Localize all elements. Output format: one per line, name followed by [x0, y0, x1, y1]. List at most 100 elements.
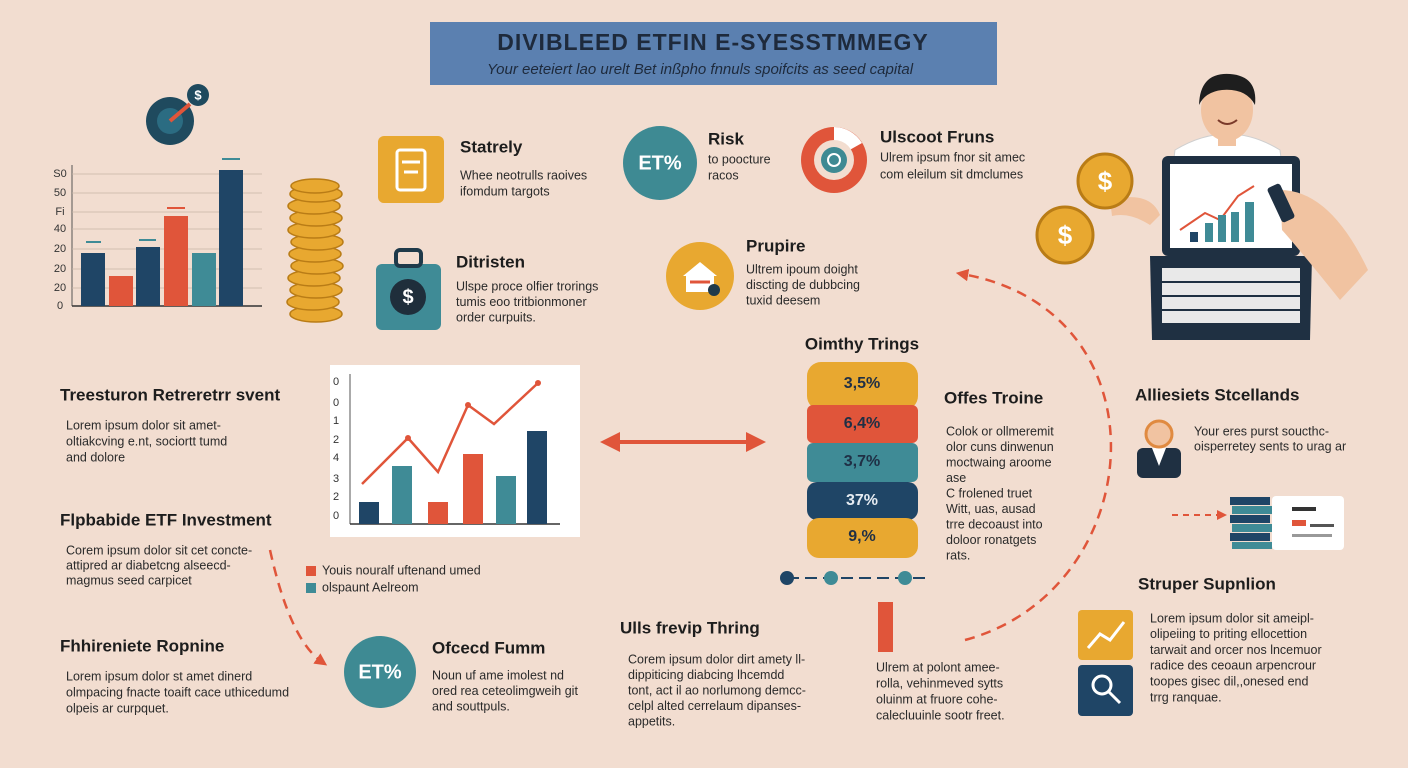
shape [535, 380, 541, 386]
section-text: magmus seed carpicet [66, 573, 192, 587]
shape [81, 253, 105, 306]
section-text: doloor ronatgets [946, 533, 1036, 547]
shape [1232, 524, 1272, 532]
section-text: trre decoaust into [946, 517, 1043, 531]
section-text: tumis eoo tritbionmoner [456, 295, 587, 309]
shape [164, 216, 188, 306]
section-text: Your eres purst soucthc- [1194, 424, 1329, 438]
top-chart [71, 158, 262, 307]
shape [86, 158, 240, 243]
shape [1199, 73, 1256, 105]
shape [1091, 674, 1113, 696]
section-text: attipred ar diabetcng alseecd- [66, 558, 231, 572]
shape [1310, 524, 1334, 527]
shape [898, 571, 912, 585]
section-text: C frolened truet [946, 486, 1033, 500]
legend-swatch [306, 566, 316, 576]
shape [708, 284, 720, 296]
y-tick-label: 50 [54, 187, 66, 199]
shape [1217, 119, 1238, 125]
shape [1232, 542, 1272, 549]
section-title: Fhhireniete Ropnine [60, 636, 224, 655]
shape: $ [402, 286, 413, 308]
y-tick-label: S0 [53, 168, 66, 180]
section-text: discting de dubbcing [746, 278, 860, 292]
shape [496, 476, 516, 524]
shape [1267, 183, 1295, 223]
shape [780, 571, 794, 585]
shape [1162, 281, 1300, 311]
section-title: Prupire [746, 236, 806, 255]
shape [527, 431, 547, 524]
shape [359, 502, 379, 524]
shape [1035, 205, 1095, 265]
section-title: Offes Troine [944, 388, 1043, 407]
section-text: Lorem ipsum dolor st amet dinerd [66, 669, 252, 683]
shape [1152, 448, 1166, 466]
shape [394, 248, 423, 268]
shape [1201, 79, 1253, 141]
gauge-icon: $ [146, 84, 209, 145]
shape [465, 402, 471, 408]
shape [1205, 223, 1213, 242]
section-text: trrg ranquae. [1150, 690, 1222, 704]
section-text: racos [708, 168, 739, 182]
shape [824, 571, 838, 585]
shape [395, 148, 427, 192]
legend-label: Youis nouralf uftenand umed [322, 563, 481, 577]
section-text: Lorem ipsum dolor sit amet- [66, 418, 221, 432]
shape [827, 153, 841, 167]
shape [1231, 212, 1239, 242]
y-tick-label: 3 [333, 473, 339, 485]
section-title: Ulls frevip Thring [620, 618, 760, 637]
shape [1232, 506, 1272, 514]
section-text: moctwaing aroome [946, 455, 1052, 469]
section-text: Ulrem ipsum fnor sit amec [880, 150, 1025, 164]
section-text: tont, act il ao norlumong demcc- [628, 683, 806, 697]
center-chart [330, 365, 580, 537]
section-text: ase [946, 471, 966, 485]
statrely-icon [378, 136, 444, 203]
y-tick-label: 20 [54, 243, 66, 255]
shape [168, 102, 192, 123]
icon-label: ET% [358, 661, 402, 683]
section-text: rats. [946, 548, 970, 562]
note-text: Ulrem at polont amee- [876, 660, 1000, 674]
trend-label: 37% [846, 492, 878, 509]
section-text: Noun uf ame imolest nd [432, 668, 564, 682]
prupire-icon [666, 242, 734, 310]
trend-label: 3,5% [844, 375, 880, 392]
section-text: and dolore [66, 450, 125, 464]
shape [1110, 197, 1160, 225]
section-text: oltiakcving e.nt, sociortt tumd [66, 434, 227, 448]
section-title: Alliesiets Stcellands [1135, 385, 1299, 404]
ditristen-icon: $ [376, 248, 441, 330]
section-text: oisperretey sents to urag ar [1194, 439, 1346, 453]
shape [390, 279, 426, 315]
section-text: dippiticing diabcing lhcemdd [628, 668, 784, 682]
section-title: Risk [708, 129, 744, 148]
shape [1280, 190, 1368, 300]
trend-label: 9,% [848, 528, 876, 545]
shape [821, 147, 847, 173]
section-text: toopes gisec dil,,onesed end [1150, 674, 1308, 688]
shape [686, 276, 714, 292]
page-subtitle: Your eeteiert lao urelt Bet inßpho fnnul… [487, 61, 914, 78]
section-text: Corem ipsum dolor dirt amety ll- [628, 652, 805, 666]
legend-swatch [306, 583, 316, 593]
shape [1107, 690, 1122, 705]
shape [1190, 232, 1198, 242]
shape [1078, 610, 1133, 660]
section-text: com eleilum sit dmclumes [880, 167, 1023, 181]
section-text: tarwait and orcer nos lncemuor [1150, 643, 1322, 657]
shape [1272, 496, 1344, 550]
shape [361, 382, 539, 485]
y-tick-label: 20 [54, 282, 66, 294]
section-text: order curpuits. [456, 310, 536, 324]
y-tick-label: 0 [57, 300, 63, 312]
section-title: Treesturon Retreretrr svent [60, 385, 280, 404]
dot-timeline [780, 571, 930, 585]
section-text: to poocture [708, 152, 771, 166]
header-banner [430, 22, 997, 85]
